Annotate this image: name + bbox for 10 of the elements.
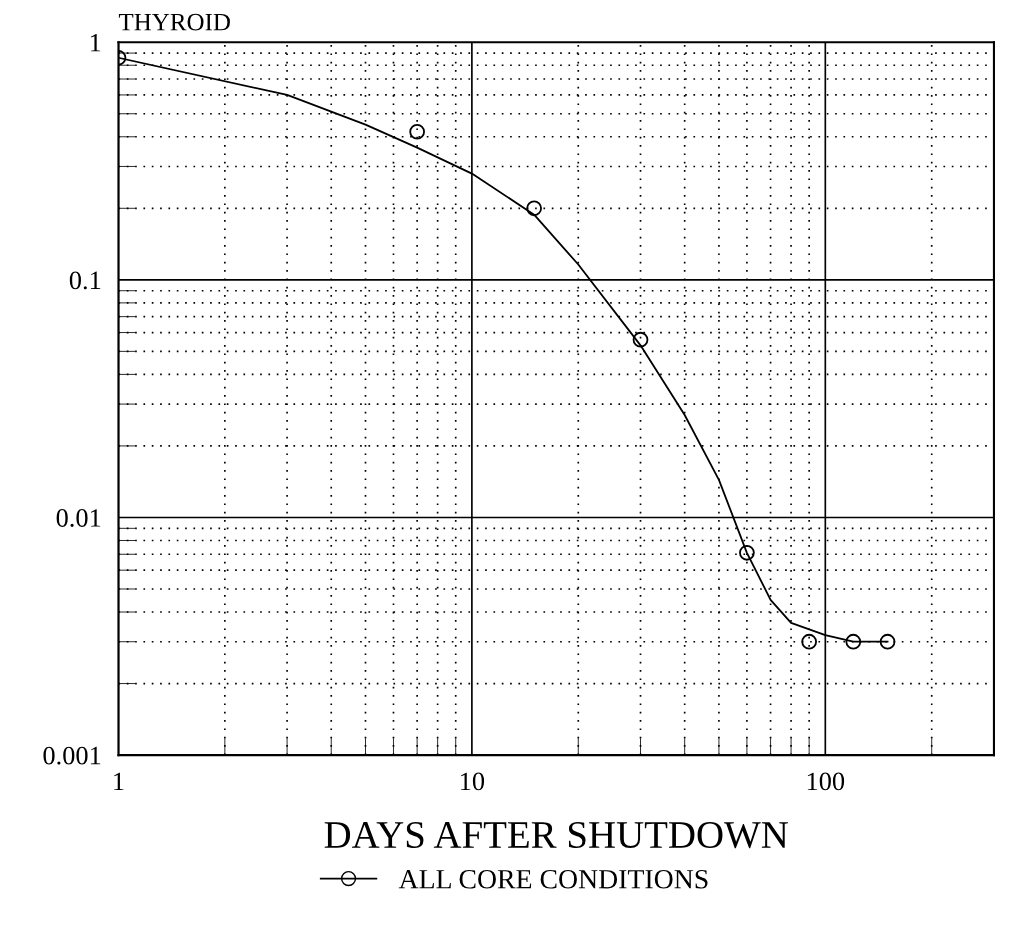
y-tick-label: 0.1 xyxy=(69,271,101,290)
y-tick-label: 0.001 xyxy=(43,746,101,765)
y-tick-label: 0.01 xyxy=(56,509,101,527)
x-tick-label: 1 xyxy=(114,772,124,791)
x-tick-label: 100 xyxy=(807,772,845,791)
legend-label: ALL CORE CONDITIONS xyxy=(398,869,708,889)
chart-title: THYROID xyxy=(118,13,230,31)
x-axis-title: DAYS AFTER SHUTDOWN xyxy=(324,821,788,849)
y-tick-label: 1 xyxy=(90,33,101,52)
x-tick-label: 10 xyxy=(461,772,485,791)
